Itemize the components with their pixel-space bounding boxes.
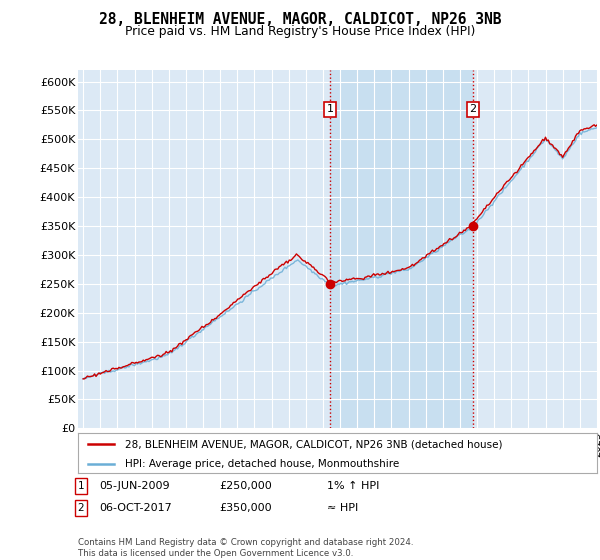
Text: 2: 2: [77, 503, 85, 513]
Text: 06-OCT-2017: 06-OCT-2017: [99, 503, 172, 513]
Bar: [330, 70, 473, 428]
Text: £250,000: £250,000: [219, 481, 272, 491]
Text: 28, BLENHEIM AVENUE, MAGOR, CALDICOT, NP26 3NB (detached house): 28, BLENHEIM AVENUE, MAGOR, CALDICOT, NP…: [125, 439, 502, 449]
Text: 1% ↑ HPI: 1% ↑ HPI: [327, 481, 379, 491]
Text: 28, BLENHEIM AVENUE, MAGOR, CALDICOT, NP26 3NB: 28, BLENHEIM AVENUE, MAGOR, CALDICOT, NP…: [99, 12, 501, 27]
Text: HPI: Average price, detached house, Monmouthshire: HPI: Average price, detached house, Monm…: [125, 459, 399, 469]
Text: Contains HM Land Registry data © Crown copyright and database right 2024.
This d: Contains HM Land Registry data © Crown c…: [78, 538, 413, 558]
Text: 1: 1: [77, 481, 85, 491]
Text: 05-JUN-2009: 05-JUN-2009: [99, 481, 170, 491]
Text: Price paid vs. HM Land Registry's House Price Index (HPI): Price paid vs. HM Land Registry's House …: [125, 25, 475, 38]
Text: 1: 1: [326, 104, 334, 114]
Text: ≈ HPI: ≈ HPI: [327, 503, 358, 513]
Text: 2: 2: [469, 104, 476, 114]
Text: £350,000: £350,000: [219, 503, 272, 513]
